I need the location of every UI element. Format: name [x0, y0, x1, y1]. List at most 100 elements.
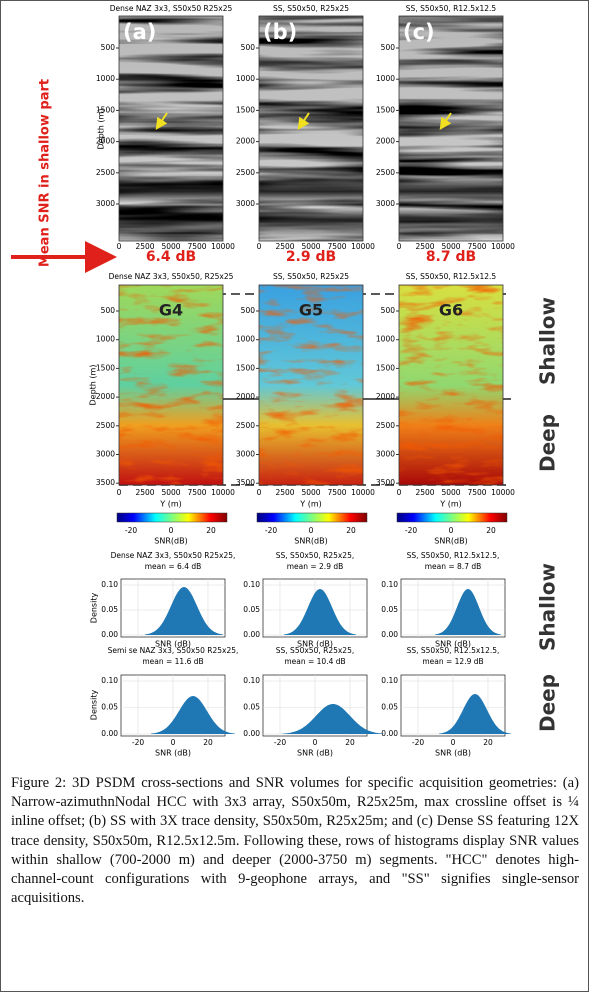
- y-tick-label: 1500: [376, 105, 395, 114]
- y-axis-label: Density: [90, 593, 99, 624]
- x-tick-label: 0: [451, 738, 456, 747]
- hist-mean: mean = 8.7 dB: [425, 562, 482, 571]
- x-tick-label: 0: [117, 242, 122, 251]
- x-tick-label: 10000: [491, 242, 515, 251]
- x-tick-label: 0: [397, 242, 402, 251]
- x-tick-label: 10000: [351, 242, 375, 251]
- y-tick-label: 3500: [376, 478, 395, 487]
- y-tick-label: 2000: [376, 392, 395, 401]
- x-tick-label: 10000: [491, 488, 515, 497]
- x-tick-label: -20: [132, 738, 144, 747]
- colorbar-tick-label: 0: [309, 526, 314, 535]
- y-tick-label: 0.00: [381, 630, 398, 639]
- figure: Mean SNR in shallow part Shallow Deep Sh…: [11, 4, 560, 758]
- y-tick-label: 500: [381, 43, 396, 52]
- panel-title: SS, S50x50, R25x25: [273, 272, 349, 281]
- y-tick-label: 1000: [236, 74, 255, 83]
- group-label: G4: [159, 301, 183, 320]
- histogram: [284, 589, 356, 635]
- yellow-arrow: [297, 112, 310, 130]
- colorbar-tick-label: 20: [346, 526, 356, 535]
- x-axis-label: Y (m): [159, 500, 181, 509]
- x-tick-label: 2500: [275, 488, 294, 497]
- colorbar-tick-label: 0: [169, 526, 174, 535]
- x-tick-label: 2500: [135, 488, 154, 497]
- y-tick-label: 0.00: [101, 630, 118, 639]
- x-tick-label: 7500: [187, 488, 206, 497]
- x-axis-label: Y (m): [439, 500, 461, 509]
- x-tick-label: -20: [412, 738, 424, 747]
- x-tick-label: 2500: [415, 488, 434, 497]
- y-tick-label: 1000: [96, 335, 115, 344]
- snr-value: 6.4 dB: [146, 249, 196, 265]
- seismic-image: [119, 16, 223, 241]
- hist-mean: mean = 11.6 dB: [142, 657, 203, 666]
- snr-image: [399, 285, 503, 485]
- x-axis-label: SNR (dB): [297, 749, 333, 758]
- y-tick-label: 0.00: [381, 729, 398, 738]
- deep-label: Deep: [536, 674, 560, 732]
- x-tick-label: -20: [274, 738, 286, 747]
- deep-label: Deep: [536, 414, 560, 472]
- snr-value: 2.9 dB: [286, 249, 336, 265]
- snr-image: [119, 285, 223, 485]
- y-tick-label: 3500: [236, 478, 255, 487]
- y-tick-label: 2500: [236, 168, 255, 177]
- y-tick-label: 500: [101, 43, 116, 52]
- y-tick-label: 2000: [236, 392, 255, 401]
- shallow-label: Shallow: [536, 563, 560, 651]
- y-tick-label: 0.05: [101, 703, 118, 712]
- y-axis-label: Density: [90, 690, 99, 721]
- seismic-image: [399, 16, 503, 241]
- histogram: [435, 589, 501, 635]
- y-tick-label: 3000: [96, 199, 115, 208]
- x-tick-label: 20: [345, 738, 355, 747]
- panel-title: SS, S50x50, R25x25: [273, 4, 349, 13]
- x-tick-label: 0: [397, 488, 402, 497]
- x-tick-label: 10000: [351, 488, 375, 497]
- yellow-arrow: [439, 112, 452, 130]
- yellow-arrow: [155, 112, 168, 130]
- y-tick-label: 2000: [236, 137, 255, 146]
- shallow-label: Shallow: [536, 297, 560, 385]
- x-tick-label: 7500: [327, 242, 346, 251]
- snr-value: 8.7 dB: [426, 249, 476, 265]
- colorbar: [256, 512, 368, 523]
- y-tick-label: 3000: [236, 199, 255, 208]
- y-tick-label: 2000: [96, 392, 115, 401]
- colorbar-label: SNR(dB): [154, 537, 187, 546]
- hist-mean: mean = 10.4 dB: [284, 657, 345, 666]
- x-tick-label: 2500: [415, 242, 434, 251]
- y-tick-label: 1500: [236, 105, 255, 114]
- histogram: [145, 587, 223, 635]
- hist-title: Semi se NAZ 3x3, S50x50 R25x25,: [108, 646, 239, 655]
- histogram: [282, 704, 384, 734]
- x-axis-label: SNR (dB): [435, 640, 471, 649]
- y-tick-label: 0.05: [381, 605, 398, 614]
- y-tick-label: 0.05: [101, 605, 118, 614]
- histogram: [151, 696, 235, 734]
- y-tick-label: 1000: [96, 74, 115, 83]
- panel-border: [258, 284, 364, 486]
- panel-label: (b): [263, 20, 297, 44]
- y-tick-label: 0.10: [381, 676, 398, 685]
- x-axis-label: SNR (dB): [155, 640, 191, 649]
- x-tick-label: 5000: [441, 488, 460, 497]
- hist-title: SS, S50x50, R12.5x12.5,: [407, 551, 500, 560]
- colorbar: [396, 512, 508, 523]
- y-tick-label: 0.10: [243, 580, 260, 589]
- y-tick-label: 0.10: [243, 676, 260, 685]
- y-tick-label: 500: [101, 306, 116, 315]
- y-tick-label: 3000: [96, 450, 115, 459]
- x-tick-label: 20: [203, 738, 213, 747]
- panel-border: [118, 284, 224, 486]
- y-tick-label: 2500: [376, 168, 395, 177]
- x-tick-label: 0: [171, 738, 176, 747]
- histogram: [439, 694, 511, 734]
- panel-label: (a): [123, 20, 156, 44]
- colorbar-tick-label: -20: [405, 526, 417, 535]
- y-tick-label: 1000: [376, 74, 395, 83]
- x-tick-label: 2500: [135, 242, 154, 251]
- x-tick-label: 0: [117, 488, 122, 497]
- snr-image: [259, 285, 363, 485]
